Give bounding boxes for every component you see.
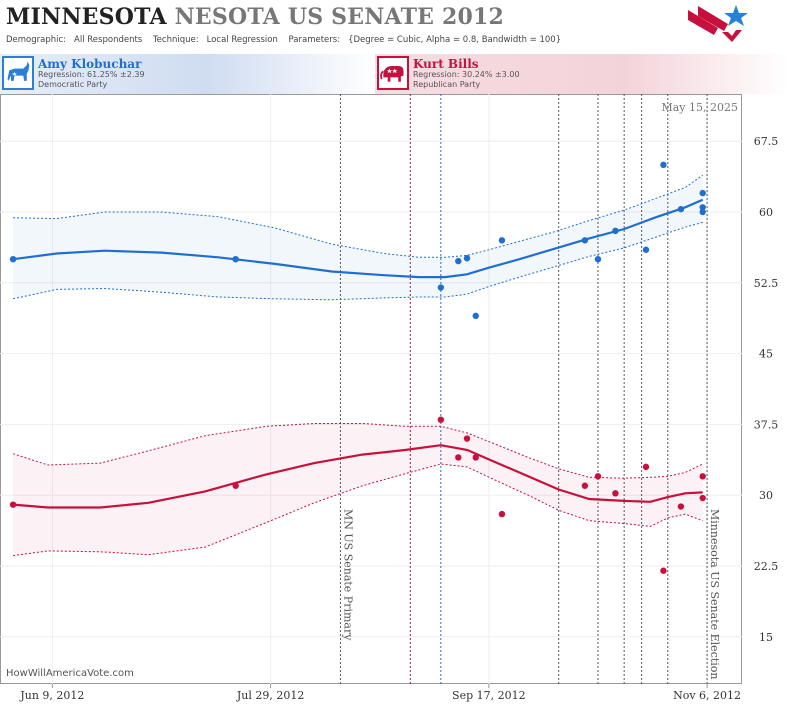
x-tick-label: Jul 29, 2012	[236, 689, 305, 702]
poll-point	[642, 246, 650, 253]
poll-point	[455, 454, 462, 461]
parameters-label: Parameters:	[288, 35, 341, 45]
y-tick-label: 15	[759, 631, 773, 644]
y-tick-label: 37.5	[754, 418, 779, 431]
poll-point	[9, 501, 17, 508]
confidence-band	[13, 175, 703, 300]
plot-frame	[0, 94, 742, 684]
regression-line	[12, 198, 704, 279]
poll-point	[581, 482, 589, 489]
poll-point	[437, 416, 445, 423]
poll-point	[9, 256, 17, 263]
poll-point	[699, 473, 706, 480]
poll-point	[463, 435, 471, 442]
poll-point	[677, 205, 685, 213]
poll-point	[472, 312, 479, 320]
poll-point	[699, 208, 706, 216]
poll-point	[594, 256, 602, 263]
parameters-value: {Degree = Cubic, Alpha = 0.8, Bandwidth …	[348, 35, 562, 45]
y-tick-label: 60	[759, 206, 773, 219]
republican-party-label: Republican Party	[413, 80, 481, 89]
poll-point	[612, 227, 619, 235]
x-tick-label: Sep 17, 2012	[452, 689, 526, 702]
y-tick-label: 22.5	[754, 560, 779, 573]
y-tick-label: 67.5	[754, 135, 779, 148]
chart-parameters: Demographic: All Respondents Technique: Lo…	[6, 35, 569, 45]
event-label: Minnesota US Senate Election	[708, 509, 721, 679]
poll-point	[581, 237, 589, 244]
elephant-icon	[377, 56, 409, 90]
title-race: NESOTA US SENATE 2012	[174, 4, 505, 30]
site-logo-icon	[688, 5, 748, 42]
poll-point	[677, 503, 685, 510]
technique-label: Technique:	[152, 35, 199, 45]
y-tick-label: 52.5	[754, 277, 779, 290]
poll-point	[498, 237, 506, 244]
poll-point	[437, 284, 445, 291]
polling-chart: 15 22.5 30 37.5 45 52.5 60 67.5 Jun 9, 2012 Jul 2…	[0, 94, 779, 702]
candidate-panel-democrat: Amy Klobuchar Regression: 61.25% ±2.39 D…	[0, 54, 375, 94]
poll-point	[594, 473, 602, 480]
x-tick-label: Jun 9, 2012	[19, 689, 84, 702]
republican-candidate-name: Kurt Bills	[413, 57, 479, 71]
confidence-band	[13, 423, 703, 556]
poll-point	[699, 494, 706, 502]
regression-line	[13, 444, 703, 509]
confidence-upper-line	[12, 423, 703, 479]
republican-regression: Regression: 30.24% ±3.00	[413, 70, 520, 79]
poll-point	[660, 567, 667, 574]
poll-point	[660, 161, 667, 168]
technique-value: Local Regression	[206, 35, 278, 45]
poll-point	[232, 482, 239, 489]
page-title: MINNESOTA NESOTA US SENATE 2012	[6, 4, 504, 30]
candidate-panel-republican: Kurt Bills Regression: 30.24% ±3.00 Repu…	[375, 54, 789, 94]
poll-point	[463, 255, 471, 262]
poll-point	[455, 257, 462, 265]
date-stamp: May 15, 2025	[661, 101, 738, 114]
site-credit: HowWillAmericaVote.com	[6, 668, 134, 679]
demographic-value: All Respondents	[74, 35, 143, 45]
donkey-icon	[2, 56, 34, 90]
confidence-lower-line	[13, 463, 703, 557]
poll-point	[498, 510, 506, 518]
poll-point	[612, 490, 619, 497]
democrat-candidate-name: Amy Klobuchar	[38, 57, 142, 71]
poll-point	[699, 189, 706, 197]
democrat-regression: Regression: 61.25% ±2.39	[38, 70, 145, 79]
democrat-party-label: Democratic Party	[38, 80, 108, 89]
poll-point	[232, 256, 239, 263]
y-tick-label: 30	[759, 489, 773, 502]
event-label: MN US Senate Primary	[341, 509, 354, 641]
x-tick-label: Nov 6, 2012	[673, 689, 741, 702]
poll-point	[699, 204, 706, 211]
title-state: MINNESOTA	[6, 4, 167, 30]
confidence-upper-line	[13, 174, 703, 258]
y-tick-label: 45	[759, 348, 773, 361]
poll-point	[472, 454, 479, 461]
poll-point	[642, 463, 650, 471]
confidence-lower-line	[12, 221, 703, 301]
demographic-label: Demographic:	[6, 35, 67, 45]
